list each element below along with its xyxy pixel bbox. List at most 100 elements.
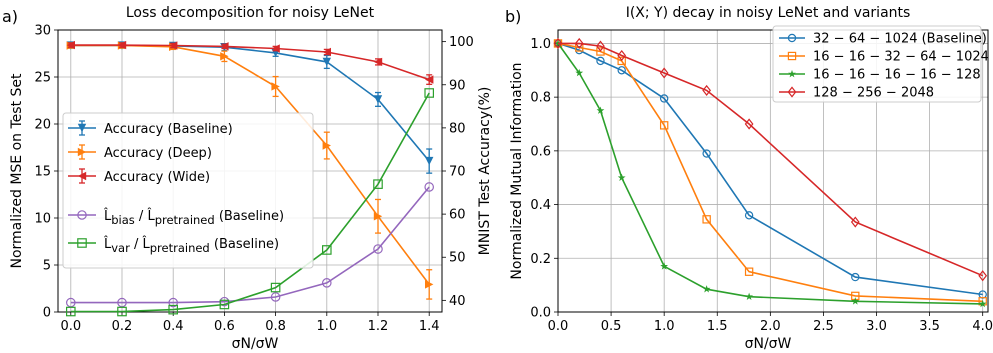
data-point	[659, 121, 669, 130]
data-point	[322, 47, 331, 57]
data-point	[169, 41, 178, 50]
y-tick-label: 0.6	[530, 144, 551, 159]
chart-b-ylabel: Normalized Mutual Information	[509, 62, 525, 279]
series-line	[70, 92, 430, 313]
series-line	[557, 42, 983, 303]
data-point	[424, 182, 434, 192]
legend-label-part: L̂	[103, 237, 112, 252]
data-point	[373, 179, 383, 189]
legend-entry-label: 16 − 16 − 32 − 64 − 1024	[813, 50, 989, 65]
data-point	[574, 37, 584, 50]
data-point	[744, 267, 754, 276]
y2-tick-label: 80	[449, 121, 466, 136]
data-point	[373, 212, 383, 221]
legend-entry-label: Accuracy (Baseline)	[104, 122, 233, 137]
chart-a-legend: Accuracy (Baseline) Accuracy (Deep) Accura…	[62, 112, 314, 269]
legend-marker	[77, 123, 87, 133]
legend-entry-label: 128 − 256 − 2048	[813, 86, 934, 101]
data-point	[425, 75, 434, 84]
data-point	[168, 304, 178, 315]
data-point	[220, 52, 229, 61]
data-point	[617, 173, 626, 182]
data-point	[219, 299, 230, 310]
y-tick-label: 5	[43, 259, 51, 274]
legend-label-subscript: pretrained	[155, 213, 215, 227]
x-tick-label: 1.0	[316, 319, 337, 334]
legend-marker	[77, 147, 87, 157]
data-point	[596, 40, 605, 52]
x-tick-label: 0.8	[265, 319, 286, 334]
y2-tick-label: 70	[449, 165, 466, 180]
legend-entry-label: 32 − 64 − 1024 (Baseline)	[813, 32, 987, 47]
data-point	[271, 82, 280, 91]
x-tick-label: 3.5	[919, 319, 940, 334]
x-tick-label: 0.5	[601, 319, 622, 334]
data-point	[702, 285, 711, 293]
x-tick-label: 3.0	[866, 319, 887, 334]
data-point	[702, 149, 711, 158]
x-tick-label: 0.0	[548, 319, 569, 334]
series-b-0	[553, 39, 987, 299]
data-point	[575, 68, 584, 77]
data-point	[425, 156, 434, 166]
data-point	[617, 49, 627, 62]
y2-tick-label: 90	[449, 78, 466, 93]
legend-marker	[787, 33, 797, 43]
y2-tick-label: 40	[449, 294, 466, 309]
data-point	[373, 57, 383, 67]
data-point	[117, 306, 127, 317]
data-point	[270, 292, 281, 302]
data-point	[373, 95, 383, 104]
legend-entry-label: L̂bias / L̂pretrained (Baseline)	[103, 209, 284, 227]
series-line	[557, 42, 983, 296]
legend-label-part: (Baseline)	[210, 237, 279, 252]
y-tick-label: 20	[34, 118, 51, 133]
data-point	[596, 56, 605, 66]
legend-frame	[772, 25, 982, 103]
series-a-4	[65, 88, 434, 317]
data-point	[660, 262, 669, 270]
chart-b-title: I(X; Y) decay in noisy LeNet and variant…	[626, 5, 911, 21]
x-tick-label: 1.2	[368, 319, 389, 334]
x-tick-label: 0.6	[214, 319, 235, 334]
data-point	[596, 47, 605, 56]
legend-marker	[788, 69, 796, 78]
data-point	[117, 40, 127, 50]
series-b-3	[553, 37, 988, 282]
chart-mutual-information: I(X; Y) decay in noisy LeNet and variant…	[509, 5, 993, 352]
y-tick-label: 1.0	[530, 37, 551, 52]
data-point	[66, 40, 75, 50]
data-point	[321, 278, 332, 288]
chart-loss-decomposition: Loss decomposition for noisy LeNet σN/σW…	[9, 5, 493, 352]
legend-entry-label: Accuracy (Deep)	[104, 146, 212, 161]
data-point	[270, 282, 281, 293]
y-tick-label: 0	[43, 306, 51, 321]
chart-a-xlabel: σN/σW	[232, 336, 279, 352]
series-line	[70, 44, 430, 81]
legend-entry-label: Accuracy (Wide)	[104, 170, 210, 185]
data-point	[425, 280, 434, 289]
legend-entry-label: L̂var / L̂pretrained (Baseline)	[103, 237, 279, 255]
y-tick-label: 30	[34, 24, 51, 39]
x-tick-label: 2.5	[813, 319, 834, 334]
series-line	[558, 42, 984, 277]
data-point	[744, 211, 754, 220]
data-point	[702, 84, 712, 97]
legend-marker	[77, 238, 87, 248]
legend-marker	[787, 86, 797, 98]
x-tick-label: 0.4	[163, 319, 184, 334]
data-point	[322, 57, 331, 67]
y-tick-label: 0.4	[530, 198, 551, 213]
data-point	[659, 67, 669, 79]
data-point	[322, 141, 331, 150]
panel-label-a: a)	[2, 7, 18, 26]
data-point	[596, 106, 605, 114]
y2-tick-label: 60	[449, 208, 466, 223]
y-tick-label: 25	[34, 71, 51, 86]
legend-frame	[62, 112, 314, 269]
data-point	[659, 94, 669, 103]
data-point	[978, 299, 987, 308]
x-tick-label: 4.0	[972, 319, 993, 334]
